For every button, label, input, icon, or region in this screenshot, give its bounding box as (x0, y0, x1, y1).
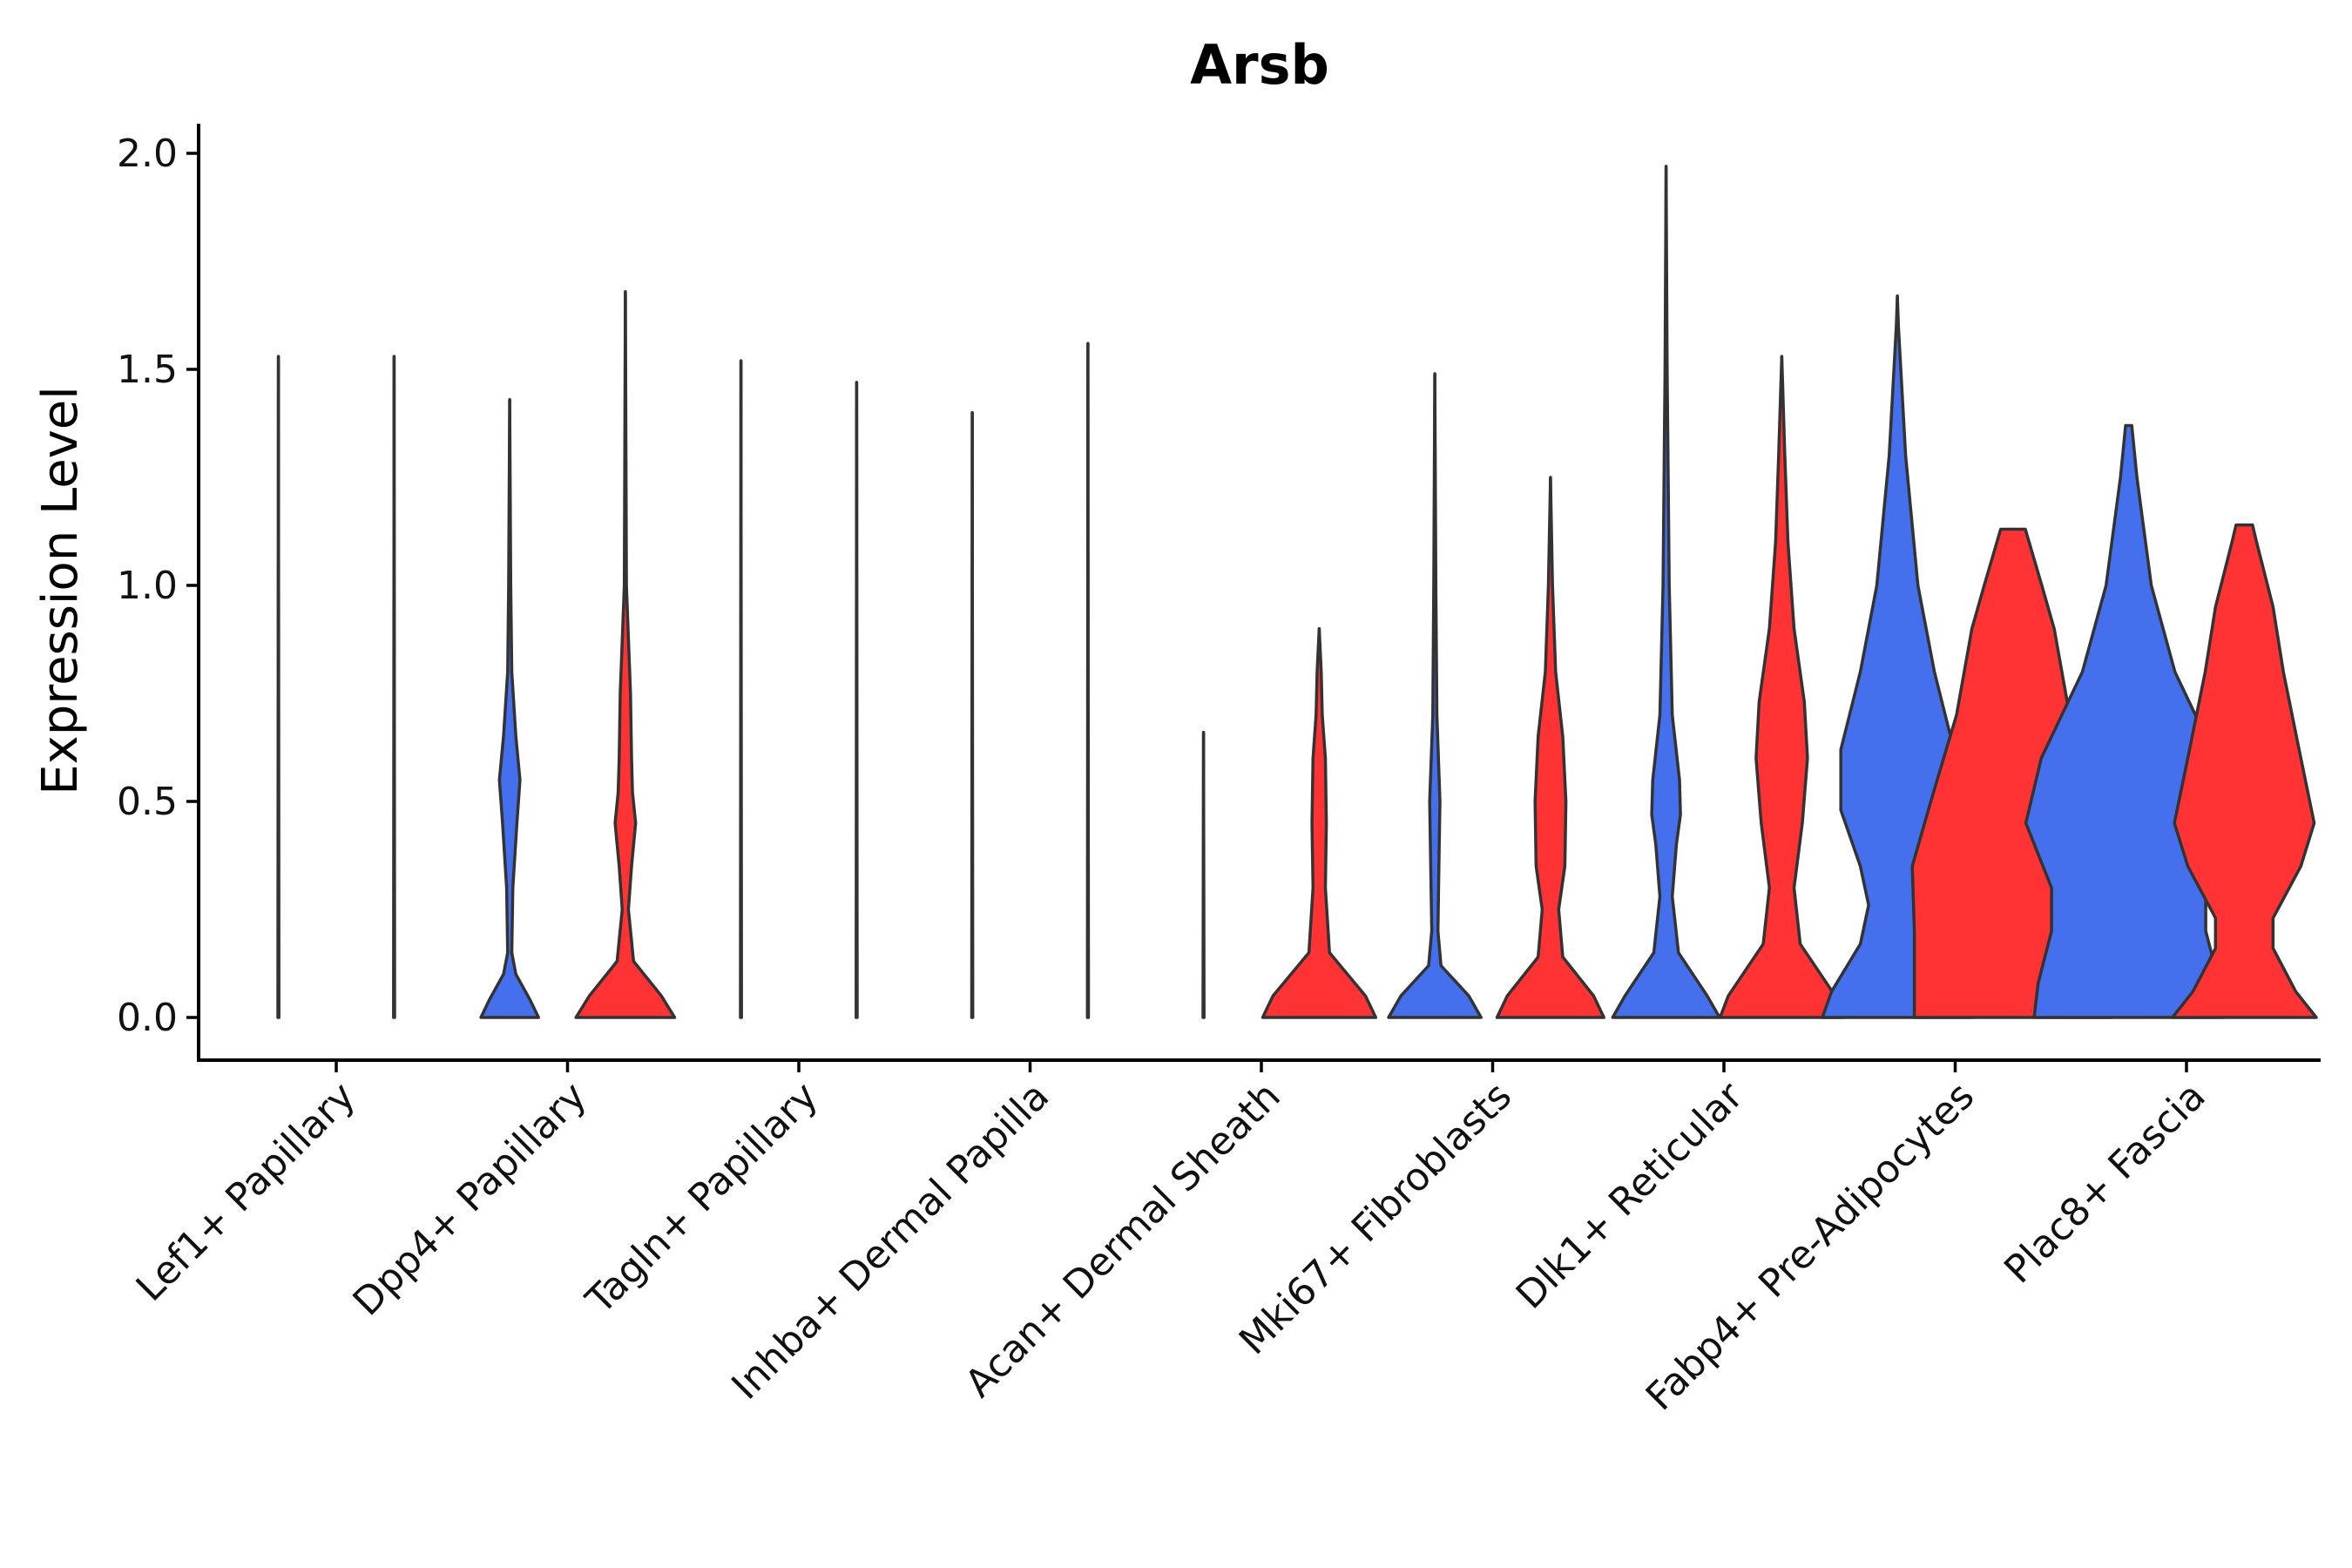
x-tick-label: Dpp4+ Papillary (345, 1074, 596, 1325)
violin-blue (1387, 372, 1483, 1019)
x-tick-label: Lef1+ Papillary (128, 1074, 364, 1310)
violin-blue (1201, 730, 1206, 1019)
y-axis-label: Expression Level (32, 386, 89, 795)
violin-red (574, 289, 677, 1019)
y-tick-label: 2.0 (117, 132, 178, 176)
violin-red (392, 355, 396, 1019)
y-tick-label: 1.0 (117, 564, 178, 608)
violin-red (1495, 476, 1605, 1019)
chart-title: Arsb (1190, 33, 1329, 97)
violin-blue (739, 359, 743, 1019)
x-tick-label: Plac8+ Fascia (1996, 1074, 2214, 1293)
y-axis-ticks: 0.0 0.5 1.0 1.5 2.0 (117, 132, 199, 1040)
violin-blue (479, 397, 540, 1019)
violin-red (855, 381, 859, 1019)
violin-red (1260, 626, 1378, 1019)
violin-red (2171, 523, 2318, 1019)
y-tick-label: 1.5 (117, 348, 178, 392)
x-tick-label: Tagln+ Papillary (578, 1074, 827, 1323)
y-tick-label: 0.5 (117, 780, 178, 824)
violin-red (1085, 341, 1091, 1019)
x-tick-label: Dlk1+ Reticular (1508, 1073, 1753, 1318)
y-tick-label: 0.0 (117, 996, 178, 1040)
plot-area (276, 165, 2318, 1019)
violin-blue (276, 355, 280, 1019)
violin-red (1718, 355, 1845, 1019)
violin-blue (970, 410, 975, 1019)
violin-blue (1611, 165, 1721, 1019)
